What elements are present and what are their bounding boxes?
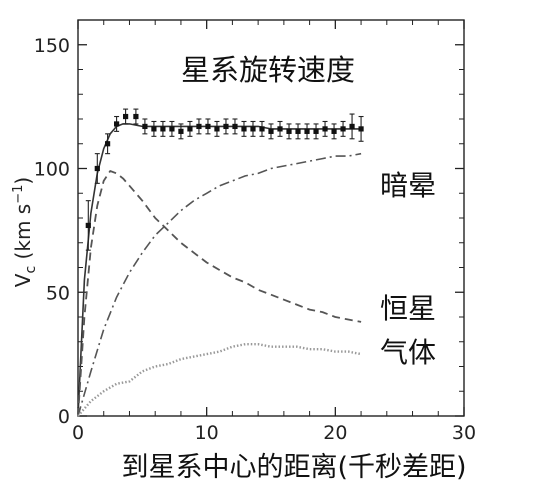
data-point [286, 128, 292, 134]
data-point [85, 222, 91, 229]
series-line-stars [77, 170, 362, 417]
data-point [259, 126, 265, 132]
data-point [205, 123, 211, 130]
data-point [313, 128, 319, 134]
data-point [295, 128, 301, 134]
data-point [223, 123, 229, 130]
data-point [232, 123, 238, 130]
data-point [142, 123, 148, 130]
x-axis-label: 到星系中心的距离(千秒差距) [121, 452, 466, 483]
data-point [268, 128, 274, 134]
x-tick-label: 30 [452, 422, 476, 444]
label-halo: 暗晕 [380, 169, 436, 202]
y-tick-label: 150 [34, 35, 70, 57]
label-gas: 气体 [380, 336, 436, 369]
series-line-halo [77, 152, 362, 417]
data-point [94, 165, 100, 172]
y-tick-label: 0 [58, 406, 70, 428]
observed-points [85, 108, 364, 251]
data-point [187, 126, 193, 132]
y-tick-label: 50 [46, 282, 70, 304]
data-point [241, 126, 247, 132]
data-point [151, 126, 157, 132]
data-point [331, 128, 337, 134]
data-point [358, 126, 364, 132]
data-point [178, 128, 184, 134]
series-layer [77, 123, 362, 417]
label-stars: 恒星 [380, 292, 436, 325]
y-tick-label: 100 [34, 159, 70, 181]
series-line-gas [77, 343, 362, 417]
data-point [340, 126, 346, 132]
data-point [133, 113, 139, 120]
data-point [104, 141, 111, 147]
data-point [304, 128, 310, 134]
data-point [196, 123, 202, 130]
data-point [160, 126, 166, 132]
x-tick-label: 20 [323, 422, 347, 444]
data-point [277, 126, 283, 132]
x-tick-label: 0 [72, 422, 84, 444]
x-tick-label: 10 [195, 422, 219, 444]
data-point [349, 123, 355, 130]
y-axis-label: Vc (km s−1) [11, 177, 39, 287]
axis-ticks: 0 10 20 30 0 50 100 150 [34, 19, 476, 444]
data-point [123, 113, 129, 120]
data-point [250, 126, 256, 132]
data-point [114, 121, 120, 127]
data-point [214, 126, 220, 132]
chart-title: 星系旋转速度 [181, 53, 355, 87]
data-point [169, 126, 175, 132]
data-point [322, 126, 328, 132]
